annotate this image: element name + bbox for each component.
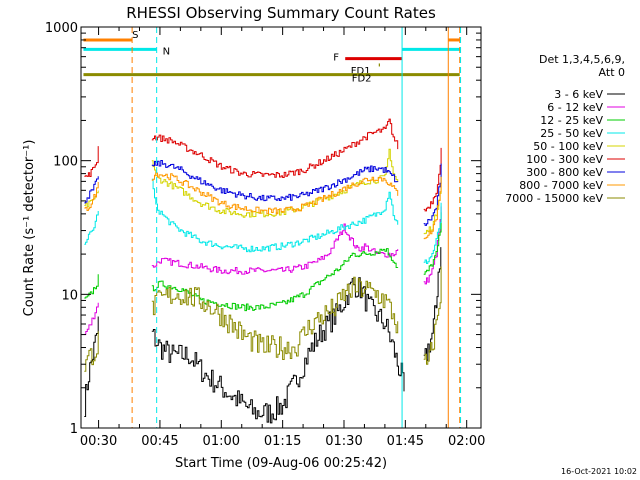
legend-label: 7000 - 15000 keV (505, 192, 603, 205)
y-tick-label: 1 (70, 422, 78, 437)
series-50-100-kev (84, 148, 442, 235)
flag-fd1: FD1 (351, 63, 380, 77)
series-segment (151, 223, 399, 275)
x-tick-label: 01:30 (325, 434, 362, 449)
series-segment (423, 147, 442, 212)
series-segment (84, 331, 99, 372)
x-axis-label: Start Time (09-Aug-06 00:25:42) (175, 456, 387, 471)
legend-label: 25 - 50 keV (540, 127, 603, 140)
flag-label: F (333, 53, 339, 64)
x-tick-label: 02:00 (448, 434, 485, 449)
series-segment (84, 176, 99, 204)
x-tick-label: 00:45 (141, 434, 178, 449)
flag-fd2: FD2 (83, 73, 460, 85)
series-segment (151, 172, 399, 215)
x-tick-label: 01:45 (387, 434, 424, 449)
series-segment (84, 316, 99, 417)
plot-frame (80, 26, 482, 429)
series-segment (84, 182, 99, 211)
flag-f: F (333, 53, 403, 64)
series-segment (151, 248, 399, 312)
flag-label: N (163, 46, 170, 57)
date-stamp: 16-Oct-2021 10:02 (561, 467, 637, 476)
series-segment (151, 118, 399, 178)
legend-label: 6 - 12 keV (547, 101, 603, 114)
series-segment (423, 176, 442, 240)
legend-header: Att 0 (599, 66, 625, 79)
series-segment (84, 146, 99, 177)
series-segment (423, 163, 442, 226)
x-tick-label: 00:30 (80, 434, 117, 449)
series-segment (151, 148, 399, 218)
x-tick-label: 01:15 (264, 434, 301, 449)
series-12-25-kev (84, 212, 442, 312)
series-100-300-kev (84, 118, 442, 212)
legend-header: Det 1,3,4,5,6,9, (539, 53, 625, 66)
series-800-7000-kev (84, 172, 442, 240)
series-segment (84, 211, 99, 245)
legend-label: 50 - 100 keV (533, 140, 603, 153)
series-7000-15000-kev (84, 266, 442, 372)
legend-label: 3 - 6 keV (554, 88, 603, 101)
series-segment (423, 266, 442, 365)
y-axis-label: Count Rate (s⁻¹ detector⁻¹) (22, 140, 37, 317)
series-segment (84, 274, 99, 299)
series-segment (151, 178, 399, 253)
y-tick-label: 100 (53, 155, 78, 170)
chart-title: RHESSI Observing Summary Count Rates (126, 4, 436, 22)
series-segment (84, 302, 99, 335)
flag-n: N (83, 46, 460, 57)
series-25-50-kev (84, 178, 442, 264)
legend-label: 100 - 300 keV (526, 153, 603, 166)
series-segment (423, 202, 442, 264)
series-segment (151, 277, 405, 424)
series-300-800-kev (84, 160, 442, 226)
series-segment (423, 212, 442, 275)
y-tick-label: 1000 (45, 21, 78, 36)
flag-s: S (83, 30, 460, 42)
flag-label: S (132, 30, 138, 41)
x-tick-label: 01:00 (203, 434, 240, 449)
legend-label: 300 - 800 keV (526, 166, 603, 179)
series-segment (151, 160, 399, 202)
legend-label: 800 - 7000 keV (519, 179, 603, 192)
legend-label: 12 - 25 keV (540, 114, 603, 127)
series-segment (151, 276, 399, 360)
series-6-12-kev (84, 206, 442, 335)
series-3-6-kev (84, 247, 442, 424)
flag-label: FD2 (352, 74, 372, 85)
y-tick-label: 10 (61, 288, 78, 303)
flag-label: FD1 (351, 66, 371, 77)
